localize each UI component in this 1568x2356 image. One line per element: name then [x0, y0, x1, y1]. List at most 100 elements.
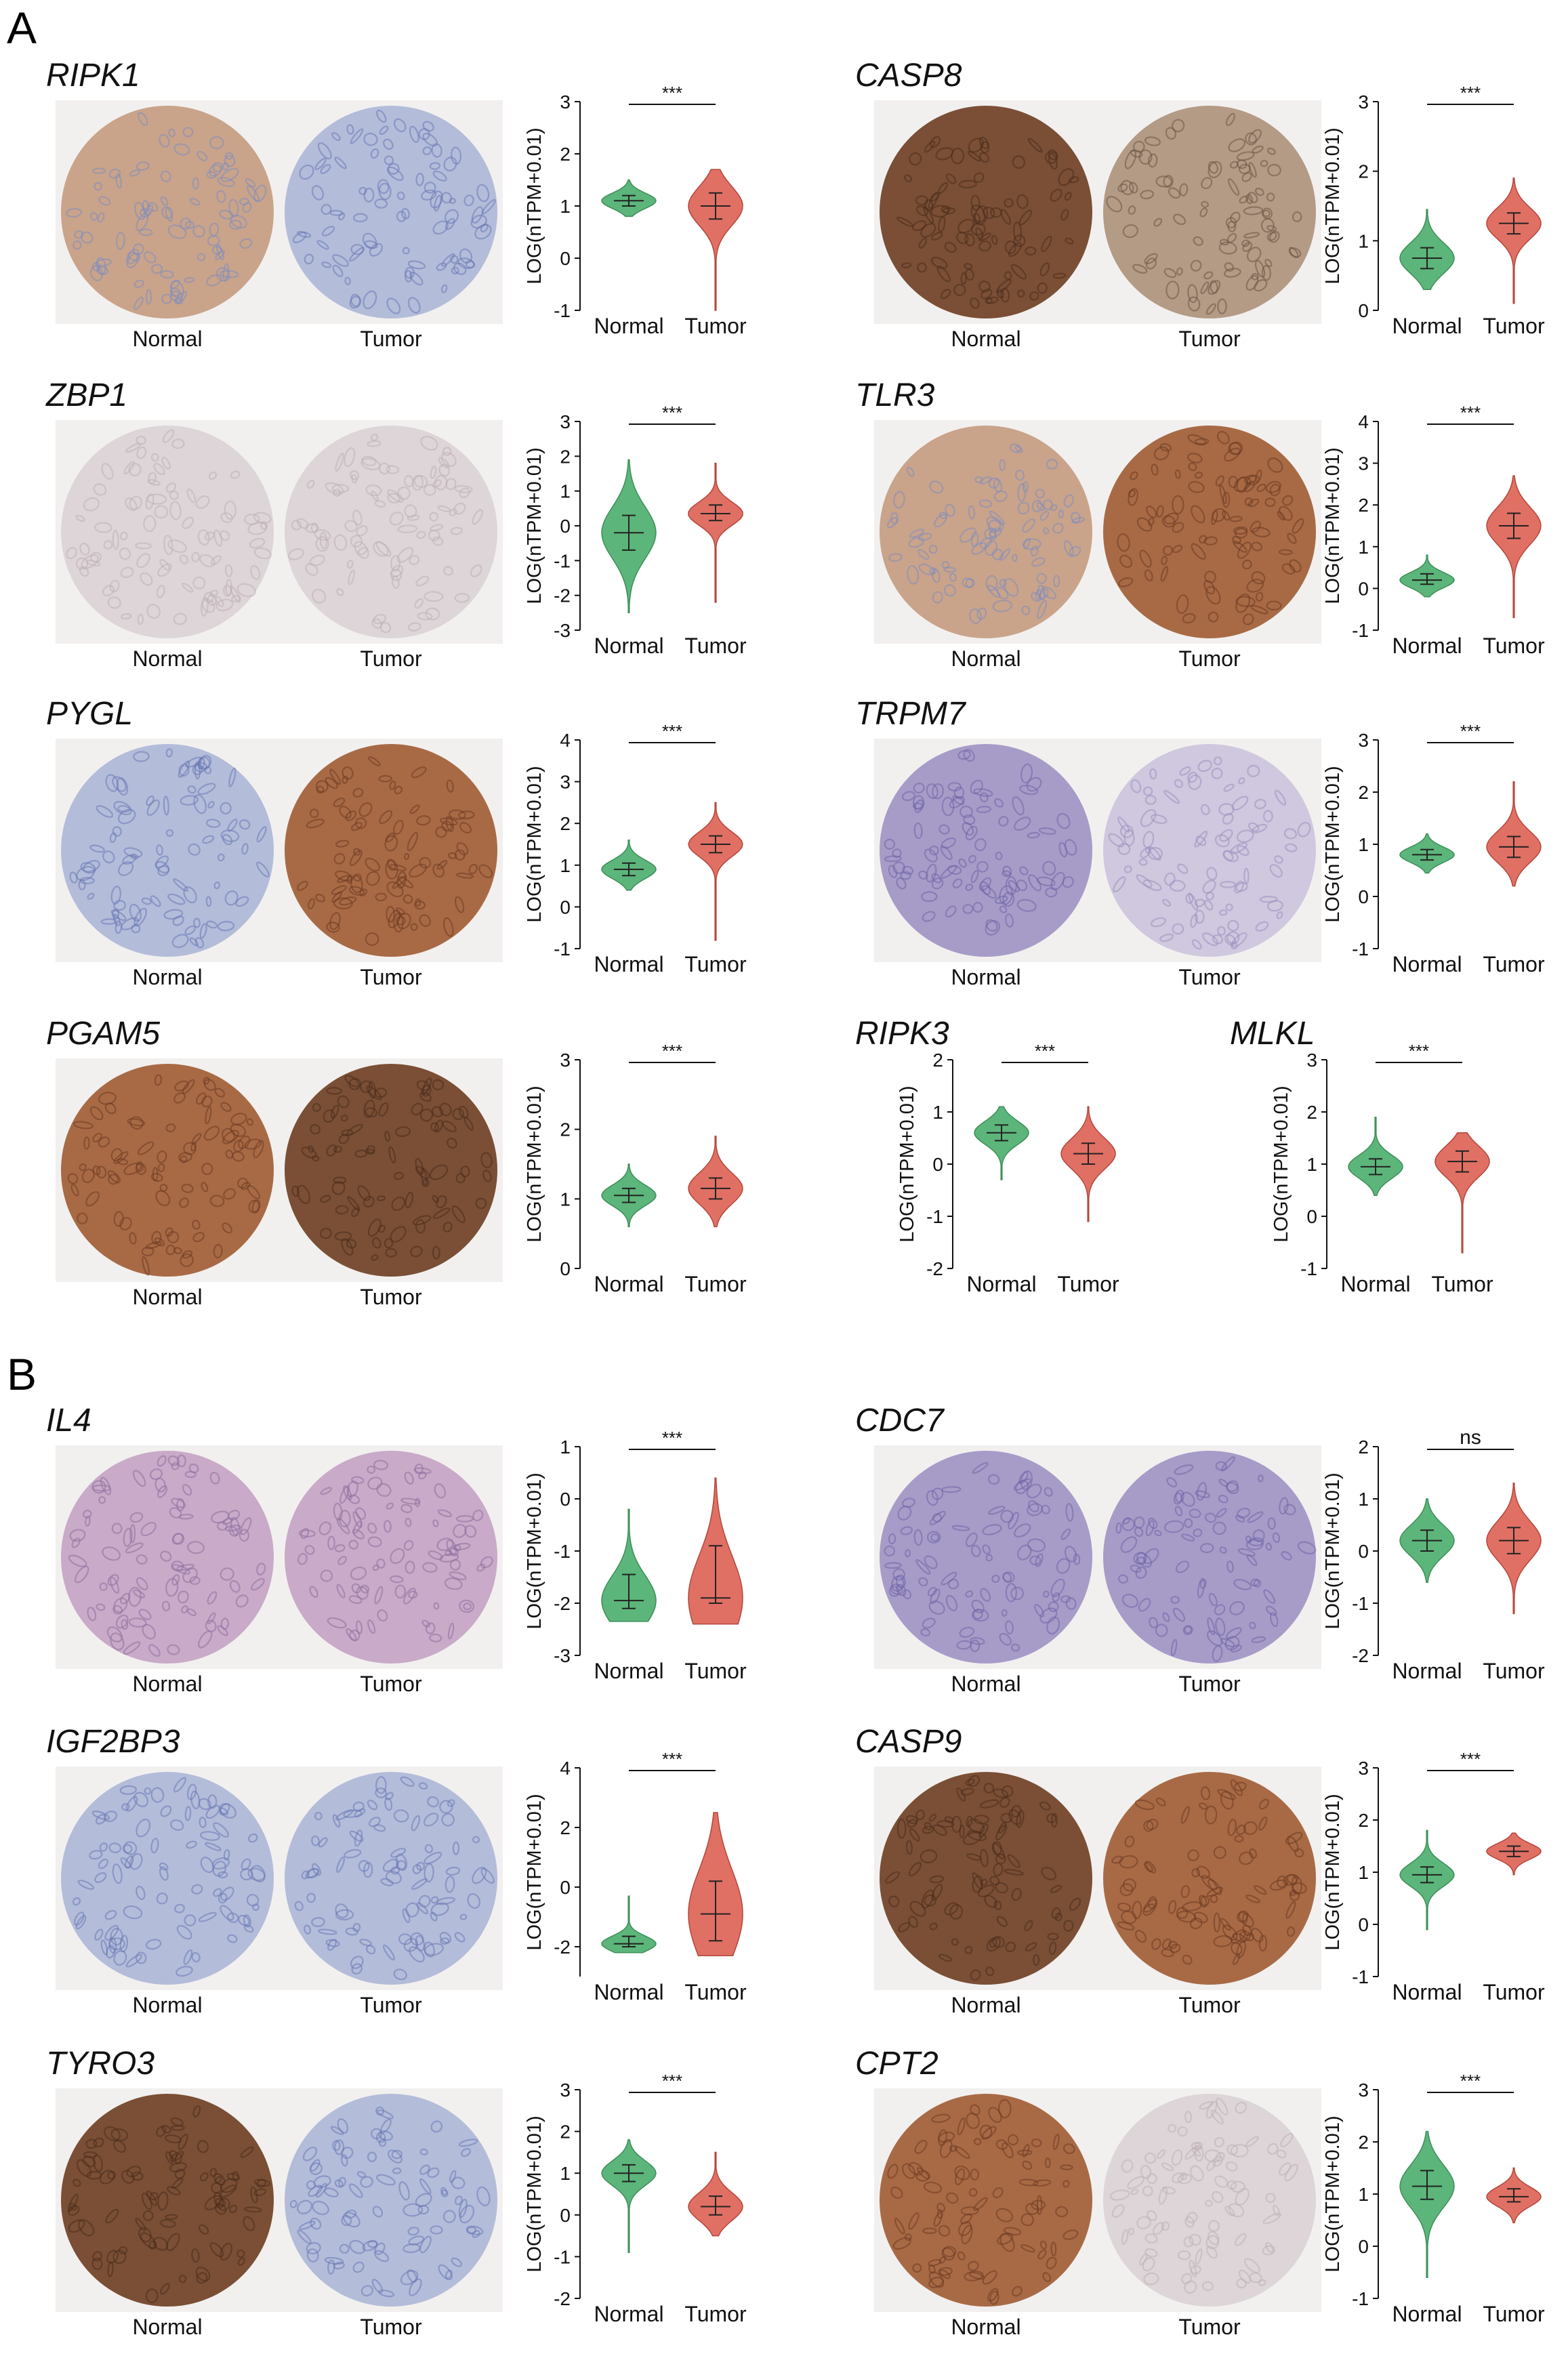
ihc-image-panel [56, 1445, 503, 1669]
tissue-core [285, 106, 497, 318]
tissue-core [285, 2094, 497, 2307]
y-axis-label: LOG(nTPM+0.01) [524, 127, 545, 284]
image-label-normal: Normal [951, 1993, 1021, 2017]
significance-label: *** [662, 1041, 682, 1061]
violin-plot: LOG(nTPM+0.01) 3 2 1 0 -1 Normal Tumor *** [1322, 2071, 1545, 2326]
y-tick-label: 0 [560, 516, 571, 537]
y-tick-label: 3 [1358, 1758, 1369, 1779]
y-tick-label: 2 [560, 1119, 571, 1140]
violin-plot: LOG(nTPM+0.01) 3 2 1 0 -1 Normal Tumor *** [524, 83, 747, 338]
gene-title: PGAM5 [46, 1016, 161, 1052]
gene-title: PYGL [46, 696, 133, 732]
y-tick-label: 3 [560, 772, 571, 793]
image-label-tumor: Tumor [360, 1672, 422, 1696]
x-label-normal: Normal [1392, 314, 1462, 338]
y-tick-label: 3 [560, 91, 571, 112]
x-label-tumor: Tumor [684, 1272, 747, 1296]
gene-title: TYRO3 [46, 2046, 155, 2082]
tissue-texture [1106, 112, 1302, 315]
gene-title: IGF2BP3 [46, 1724, 180, 1760]
y-tick-label: -3 [554, 1645, 571, 1666]
y-tick-label: 0 [560, 248, 571, 269]
violin-plot: LOG(nTPM+0.01) 4 3 2 1 0 -1 Normal Tumor *** [524, 721, 747, 976]
significance-label: *** [662, 2071, 682, 2091]
ihc-image-panel [56, 1766, 503, 1990]
tissue-texture [1115, 1456, 1317, 1662]
y-tick-label: -1 [1352, 620, 1369, 641]
image-label-tumor: Tumor [1178, 1672, 1241, 1696]
y-tick-label: -2 [926, 1258, 943, 1279]
x-label-normal: Normal [594, 2302, 663, 2326]
y-tick-label: 1 [560, 481, 571, 502]
significance-label: *** [1035, 1041, 1055, 1061]
significance-label: *** [662, 1428, 682, 1448]
significance-label: *** [662, 721, 682, 741]
violin-normal [1399, 2130, 1455, 2278]
x-label-normal: Normal [594, 1272, 663, 1296]
image-label-normal: Normal [132, 1672, 203, 1696]
significance-label: *** [1409, 1041, 1429, 1061]
tissue-texture [288, 434, 483, 634]
gene-title: ZBP1 [46, 377, 128, 413]
violin-normal [601, 2139, 657, 2253]
x-label-tumor: Tumor [684, 1980, 747, 2004]
y-tick-label: 0 [932, 1154, 943, 1175]
y-tick-label: 1 [1358, 1489, 1369, 1510]
x-label-normal: Normal [966, 1272, 1036, 1296]
violin-plot: LOG(nTPM+0.01) 3 2 1 0 -1 Normal Tumor *** [1271, 1041, 1493, 1296]
ihc-image-panel [56, 420, 503, 644]
y-tick-label: 3 [560, 1050, 571, 1071]
x-label-tumor: Tumor [684, 1659, 747, 1683]
y-tick-label: 1 [932, 1102, 943, 1123]
y-axis-label: LOG(nTPM+0.01) [1322, 766, 1344, 922]
tissue-texture [884, 1462, 1081, 1653]
image-label-normal: Normal [132, 1993, 203, 2017]
tissue-texture [66, 429, 272, 625]
y-axis-label: LOG(nTPM+0.01) [524, 1086, 545, 1242]
y-tick-label: 1 [1358, 1862, 1369, 1883]
tissue-texture [1111, 1779, 1307, 1966]
tissue-core [1103, 744, 1316, 957]
gene-title: CASP8 [855, 58, 962, 94]
tissue-texture [289, 2106, 491, 2298]
ihc-image-panel [56, 739, 503, 962]
ihc-image-panel [874, 1445, 1321, 1669]
x-label-normal: Normal [1340, 1272, 1410, 1296]
tissue-texture [297, 756, 493, 947]
y-tick-label: 3 [1358, 730, 1369, 751]
x-label-tumor: Tumor [684, 952, 747, 976]
image-label-tumor: Tumor [360, 1993, 422, 2017]
significance-label: *** [662, 83, 682, 103]
tissue-texture [887, 2099, 1079, 2305]
tissue-texture [69, 748, 270, 949]
y-tick-label: 0 [1358, 578, 1369, 599]
y-tick-label: 2 [560, 2122, 571, 2143]
y-tick-label: -1 [554, 550, 571, 571]
gene-title: RIPK3 [855, 1016, 949, 1052]
violin-plot: LOG(nTPM+0.01) 3 2 1 0 Normal Tumor *** [1322, 83, 1545, 338]
violin-plot: LOG(nTPM+0.01) 3 2 1 0 -1 -2 -3 Normal Tumor *** [524, 402, 747, 658]
tissue-core [880, 1772, 1092, 1985]
y-tick-label: -2 [554, 1937, 571, 1958]
y-tick-label: 2 [1358, 782, 1369, 803]
x-label-normal: Normal [594, 314, 663, 338]
tissue-core [61, 1064, 274, 1277]
y-tick-label: 0 [560, 1489, 571, 1510]
significance-label: *** [1460, 1749, 1481, 1769]
image-label-normal: Normal [951, 327, 1021, 351]
y-axis-label: LOG(nTPM+0.01) [524, 2115, 545, 2272]
y-tick-label: -1 [1352, 2288, 1369, 2309]
y-tick-label: -1 [554, 1541, 571, 1562]
image-label-normal: Normal [132, 327, 203, 351]
tissue-texture [294, 1776, 495, 1981]
y-tick-label: 2 [1358, 1810, 1369, 1831]
violin-normal [974, 1106, 1029, 1180]
y-tick-label: -1 [1352, 1966, 1369, 1987]
section-label-B: B [7, 1349, 37, 1399]
tissue-texture [72, 1777, 266, 1977]
gene-title: RIPK1 [46, 58, 140, 94]
significance-label: *** [1460, 402, 1481, 423]
image-label-tumor: Tumor [1178, 327, 1241, 351]
tissue-texture [297, 1460, 493, 1642]
y-axis-label: LOG(nTPM+0.01) [524, 1794, 545, 1950]
